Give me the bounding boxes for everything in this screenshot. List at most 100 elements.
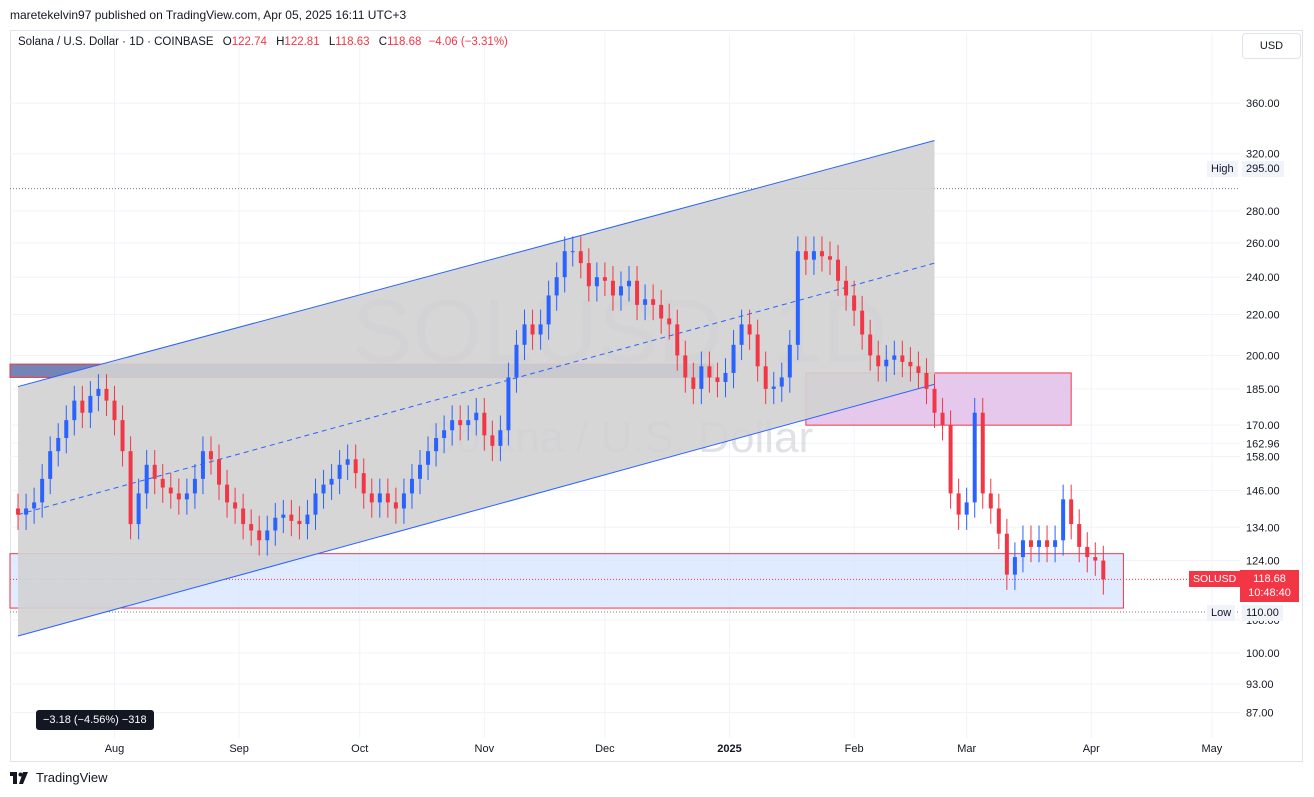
symbol-title: Solana / U.S. Dollar · 1D · COINBASE <box>18 36 214 48</box>
candle-body <box>1085 546 1090 558</box>
candle-body <box>675 324 680 356</box>
candle-body <box>1069 499 1074 525</box>
candle-body <box>313 493 318 515</box>
change-value: −4.06 (−3.31%) <box>428 36 508 48</box>
footer-brand-label: TradingView <box>36 770 108 785</box>
candle-body <box>659 304 664 319</box>
candle-body <box>787 344 792 378</box>
candle-body <box>458 420 463 426</box>
last-price-value: 118.68 <box>1253 573 1286 585</box>
candle-body <box>434 437 439 452</box>
candle-body <box>514 344 519 378</box>
candle-body <box>538 324 543 335</box>
y-tick-label: 200.00 <box>1246 350 1280 362</box>
candle-body <box>466 420 471 426</box>
x-tick-label: Aug <box>105 743 125 755</box>
y-tick-label: 134.00 <box>1246 522 1280 534</box>
y-tick-label: 162.96 <box>1246 438 1280 450</box>
y-tick-label: 146.00 <box>1246 485 1280 497</box>
bar-countdown: 10:48:40 <box>1248 587 1291 599</box>
candle-body <box>1004 533 1009 575</box>
candle-body <box>104 388 109 401</box>
candle-body <box>763 366 768 389</box>
y-tick-label: 170.00 <box>1246 420 1280 432</box>
candle-body <box>602 277 607 281</box>
candle-body <box>900 355 905 362</box>
candle-body <box>217 459 222 485</box>
candle-body <box>337 464 342 479</box>
y-tick-label: 100.00 <box>1246 648 1280 660</box>
symbol-price-tag: SOLUSD <box>1189 571 1241 587</box>
candle-body <box>691 377 696 389</box>
x-tick-label: Dec <box>595 743 615 755</box>
low-value: 118.63 <box>335 36 370 48</box>
candle-body <box>1053 540 1058 547</box>
currency-button[interactable]: USD <box>1242 33 1301 59</box>
candles-layer <box>16 236 1106 595</box>
candle-body <box>385 493 390 503</box>
candle-body <box>996 508 1001 534</box>
candle-body <box>297 520 302 525</box>
candle-body <box>192 478 197 494</box>
open-label: O <box>222 36 232 48</box>
x-axis: Aug Sep Oct Nov Dec 2025 Feb Mar Apr May <box>105 743 1223 755</box>
ohlc-legend: Solana / U.S. Dollar · 1D · COINBASE O12… <box>18 36 508 48</box>
high-label: H <box>276 36 285 48</box>
candle-body <box>490 435 495 446</box>
candle-body <box>570 251 575 253</box>
candle-body <box>884 359 889 367</box>
footer-brand[interactable]: TradingView <box>10 770 108 785</box>
candle-body <box>803 251 808 260</box>
candle-body <box>450 420 455 431</box>
candle-body <box>56 437 61 452</box>
candle-body <box>683 355 688 378</box>
candle-body <box>474 412 479 421</box>
candle-body <box>321 484 326 494</box>
y-tick-label: 280.00 <box>1246 206 1280 218</box>
low-marker-label: Low <box>1207 605 1236 621</box>
candle-body <box>771 386 776 389</box>
candle-body <box>48 451 53 479</box>
candle-body <box>948 425 953 494</box>
candle-body <box>635 280 640 305</box>
candle-body <box>409 478 414 494</box>
x-tick-label: Mar <box>957 743 976 755</box>
y-tick-label: 360.00 <box>1246 98 1280 110</box>
candle-body <box>369 493 374 503</box>
candle-body <box>393 502 398 509</box>
candle-body <box>643 299 648 305</box>
candle-body <box>562 251 567 278</box>
y-tick-label: 260.00 <box>1246 238 1280 250</box>
candle-body <box>546 295 551 325</box>
last-price-badge: 118.68 10:48:40 <box>1240 570 1299 602</box>
candle-body <box>241 508 246 525</box>
candle-body <box>1028 540 1033 547</box>
y-tick-label: 185.00 <box>1246 384 1280 396</box>
candle-body <box>594 277 599 287</box>
candle-body <box>225 484 230 503</box>
candle-body <box>498 430 503 446</box>
candle-body <box>273 517 278 531</box>
candle-body <box>876 355 881 367</box>
x-tick-label: Apr <box>1083 743 1100 755</box>
candle-body <box>144 464 149 494</box>
x-tick-label: Nov <box>475 743 495 755</box>
candle-body <box>554 277 559 296</box>
candle-body <box>200 451 205 479</box>
y-tick-label: 240.00 <box>1246 272 1280 284</box>
candle-body <box>972 412 977 503</box>
candle-body <box>819 251 824 257</box>
candle-body <box>305 514 310 525</box>
candle-body <box>1077 524 1082 547</box>
candle-body <box>120 420 125 452</box>
candle-body <box>418 464 422 479</box>
candle-body <box>88 395 93 413</box>
candle-body <box>1101 560 1106 580</box>
candle-body <box>578 251 583 264</box>
channel-layer <box>17 140 935 637</box>
channel-lower-line <box>17 383 935 637</box>
y-tick-label: 124.00 <box>1246 556 1280 568</box>
candle-body <box>32 502 37 509</box>
candle-body <box>40 478 45 503</box>
